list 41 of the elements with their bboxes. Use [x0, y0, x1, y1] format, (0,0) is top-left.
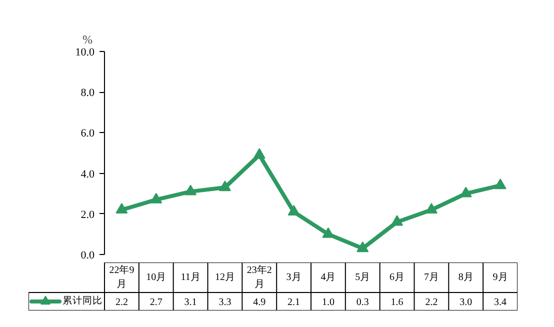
- x-tick-label: 4月: [320, 272, 336, 283]
- data-label: 3.3: [218, 297, 232, 308]
- data-label: 2.2: [425, 297, 438, 308]
- data-label: 0.3: [356, 297, 369, 308]
- data-label: 2.1: [288, 297, 300, 308]
- point: [391, 215, 404, 226]
- y-axis-title: %: [82, 32, 92, 46]
- x-tick-label: 3月: [286, 272, 302, 283]
- point: [150, 192, 162, 204]
- y-tick-label: 6.0: [80, 128, 95, 140]
- data-label: 2.7: [150, 297, 162, 308]
- x-tick-label: 10月: [146, 272, 166, 283]
- data-label: 3.0: [460, 297, 472, 308]
- x-tick-label: 23年2月: [246, 264, 272, 290]
- point: [218, 180, 231, 192]
- point: [116, 202, 128, 214]
- y-tick-label: 4.0: [80, 168, 95, 180]
- x-tick-label: 6月: [390, 272, 405, 283]
- x-tick-label: 7月: [424, 272, 439, 283]
- x-tick-label: 12月: [214, 272, 235, 283]
- data-label: 1.0: [322, 297, 334, 308]
- legend-label: 累计同比: [62, 294, 102, 306]
- data-label: 1.6: [390, 297, 404, 308]
- point: [494, 178, 506, 190]
- point: [356, 242, 369, 252]
- data-label: 3.4: [494, 297, 507, 308]
- x-tick-label: 11月: [180, 272, 200, 283]
- x-tick-label: 9月: [492, 272, 508, 283]
- data-label: 3.1: [184, 297, 197, 308]
- point: [184, 184, 197, 196]
- y-tick-label: 0.0: [80, 250, 95, 262]
- y-tick-label: 8.0: [80, 87, 95, 100]
- data-label: 2.2: [115, 297, 128, 308]
- point: [253, 148, 266, 159]
- point: [288, 205, 300, 216]
- data-label: 4.9: [253, 297, 266, 308]
- y-tick-label: 10.0: [75, 46, 95, 58]
- y-tick-label: 2.0: [80, 208, 95, 221]
- x-tick-label: 22年9月: [109, 264, 134, 290]
- x-tick-label: 8月: [458, 272, 474, 283]
- x-tick-label: 5月: [355, 272, 370, 283]
